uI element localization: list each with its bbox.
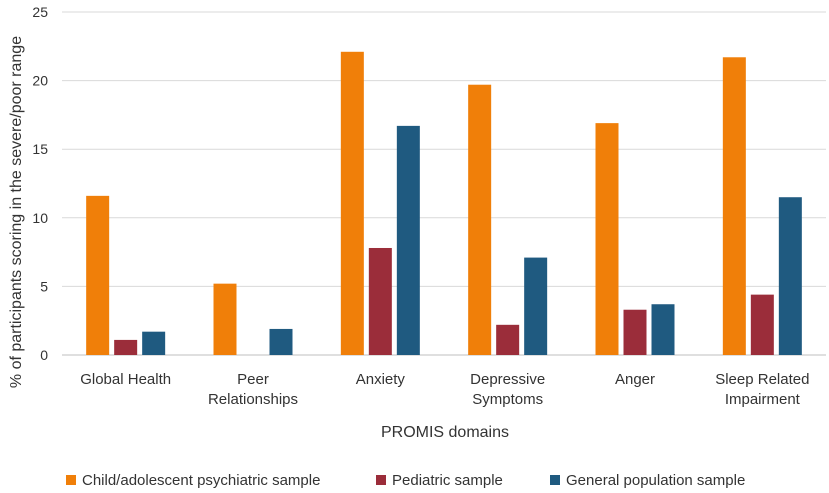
legend-swatch [550,475,560,485]
y-tick-label: 0 [40,347,48,363]
y-tick-label: 25 [32,4,48,20]
x-category-label: Symptoms [472,391,543,408]
legend-label: Child/adolescent psychiatric sample [82,472,320,489]
x-category-label: Peer [237,371,269,388]
bar-childadolescent-3 [468,84,492,355]
x-category-label: Depressive [470,371,545,388]
bar-general-4 [651,304,675,355]
x-category-label: Sleep Related [715,371,809,388]
bar-childadolescent-2 [340,51,364,356]
legend-label: General population sample [566,472,745,489]
x-category-label: Relationships [208,391,298,408]
x-category-label: Impairment [725,391,801,408]
bar-pediatric-3 [496,324,520,355]
bar-general-0 [142,331,166,355]
legend-label: Pediatric sample [392,472,503,489]
gridlines [62,11,826,356]
y-tick-label: 10 [32,210,48,226]
legend: Child/adolescent psychiatric sample Pedia… [66,472,745,489]
y-tick-label: 15 [32,141,48,157]
x-category-label: Global Health [80,371,171,388]
legend-swatch [376,475,386,485]
x-category-label: Anxiety [356,371,406,388]
x-category-label: Anger [615,371,655,388]
bar-pediatric-4 [623,309,647,355]
bar-pediatric-0 [114,339,138,355]
bar-childadolescent-5 [722,57,746,355]
bar-childadolescent-1 [213,283,237,355]
bar-general-2 [396,125,420,355]
bar-general-1 [269,328,293,355]
bar-general-3 [524,257,548,355]
bar-childadolescent-0 [86,195,110,355]
bar-pediatric-2 [368,247,392,355]
y-axis-title: % of participants scoring in the severe/… [8,36,25,388]
y-tick-label: 20 [32,73,48,89]
legend-swatch [66,475,76,485]
x-axis-categories: Global Health Peer Relationships Anxiety Dep… [80,371,809,408]
bar-general-5 [778,197,802,355]
y-tick-label: 5 [40,278,48,294]
bar-childadolescent-4 [595,123,619,355]
y-axis-ticks: 0 5 10 15 20 25 [32,4,48,363]
x-axis-title: PROMIS domains [381,424,509,441]
bars [86,51,802,356]
bar-pediatric-5 [750,294,774,355]
